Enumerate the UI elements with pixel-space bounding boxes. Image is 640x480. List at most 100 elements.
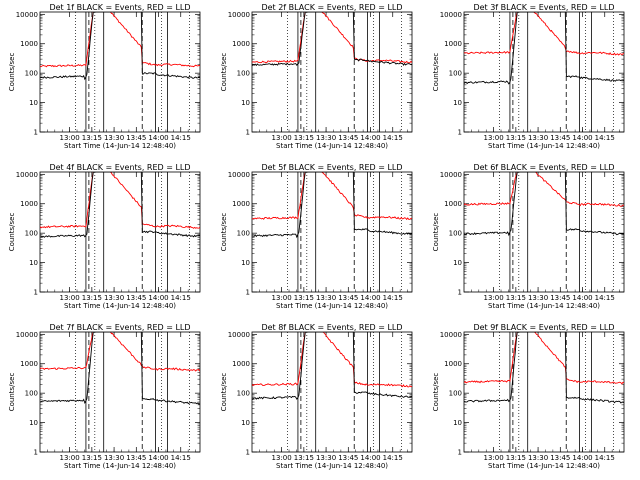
panel-5: Det 5f BLACK = Events, RED = LLD 1 10 100 10… bbox=[220, 163, 413, 310]
x-tick-label: 13:15 bbox=[506, 134, 526, 142]
y-axis-label: Counts/sec bbox=[432, 373, 440, 412]
y-tick-label: 1 bbox=[246, 449, 250, 457]
x-axis-label: Start Time (14-Jun-14 12:48:40) bbox=[488, 302, 600, 310]
x-tick-label: 13:15 bbox=[294, 134, 314, 142]
y-tick-label: 1 bbox=[458, 289, 462, 297]
x-tick-label: 13:15 bbox=[82, 134, 102, 142]
axes-frame bbox=[463, 11, 625, 133]
x-tick-label: 13:30 bbox=[528, 294, 548, 302]
y-axis-label: Counts/sec bbox=[432, 53, 440, 92]
x-tick-label: 13:45 bbox=[338, 294, 358, 302]
y-tick-label: 100 bbox=[237, 70, 250, 78]
x-tick-label: 13:45 bbox=[126, 134, 146, 142]
x-tick-label: 13:00 bbox=[272, 454, 292, 462]
y-tick-label: 1000 bbox=[232, 200, 250, 208]
x-tick-label: 13:00 bbox=[60, 134, 80, 142]
y-tick-label: 10000 bbox=[16, 11, 38, 19]
series-lld bbox=[252, 332, 412, 388]
series-events bbox=[464, 12, 624, 85]
x-tick-label: 13:30 bbox=[104, 454, 124, 462]
y-axis-label: Counts/sec bbox=[8, 213, 16, 252]
y-tick-label: 1000 bbox=[444, 360, 462, 368]
x-tick-label: 13:00 bbox=[272, 134, 292, 142]
series-lld bbox=[40, 172, 200, 229]
y-tick-label: 10 bbox=[29, 259, 38, 267]
x-tick-label: 13:15 bbox=[506, 294, 526, 302]
series-lld bbox=[464, 12, 624, 56]
x-axis-label: Start Time (14-Jun-14 12:48:40) bbox=[64, 302, 176, 310]
x-tick-label: 14:00 bbox=[148, 454, 168, 462]
x-tick-label: 14:15 bbox=[383, 134, 403, 142]
series-lld bbox=[40, 12, 200, 68]
panel-title: Det 8f BLACK = Events, RED = LLD bbox=[261, 323, 402, 332]
panel-title: Det 7f BLACK = Events, RED = LLD bbox=[49, 323, 190, 332]
x-tick-label: 13:45 bbox=[338, 134, 358, 142]
panel-title: Det 3f BLACK = Events, RED = LLD bbox=[473, 3, 614, 12]
panel-7: Det 7f BLACK = Events, RED = LLD 1 10 100 10… bbox=[8, 323, 201, 470]
panel-title: Det 9f BLACK = Events, RED = LLD bbox=[473, 323, 614, 332]
x-tick-label: 13:45 bbox=[550, 134, 570, 142]
y-tick-label: 1000 bbox=[444, 40, 462, 48]
axes-frame bbox=[251, 11, 413, 133]
panel-3: Det 3f BLACK = Events, RED = LLD 1 10 100 10… bbox=[432, 3, 625, 150]
x-tick-label: 13:45 bbox=[126, 454, 146, 462]
panel-8: Det 8f BLACK = Events, RED = LLD 1 10 100 10… bbox=[220, 323, 413, 470]
series-lld bbox=[40, 332, 200, 372]
panel-title: Det 4f BLACK = Events, RED = LLD bbox=[49, 163, 190, 172]
y-axis-label: Counts/sec bbox=[8, 373, 16, 412]
series-lld bbox=[252, 12, 412, 64]
axes-frame bbox=[463, 331, 625, 453]
y-tick-label: 1000 bbox=[20, 360, 38, 368]
panel-1: Det 1f BLACK = Events, RED = LLD 1 10 100 10… bbox=[8, 3, 201, 150]
x-tick-label: 14:15 bbox=[383, 294, 403, 302]
x-tick-label: 13:30 bbox=[528, 134, 548, 142]
x-tick-label: 13:00 bbox=[484, 454, 504, 462]
y-tick-label: 10 bbox=[453, 259, 462, 267]
y-tick-label: 1 bbox=[458, 129, 462, 137]
x-tick-label: 14:00 bbox=[572, 134, 592, 142]
y-axis-label: Counts/sec bbox=[432, 213, 440, 252]
axes-frame bbox=[251, 331, 413, 453]
x-axis-label: Start Time (14-Jun-14 12:48:40) bbox=[488, 142, 600, 150]
y-tick-label: 100 bbox=[25, 230, 38, 238]
y-tick-label: 10 bbox=[241, 419, 250, 427]
y-tick-label: 100 bbox=[25, 390, 38, 398]
x-axis-label: Start Time (14-Jun-14 12:48:40) bbox=[276, 142, 388, 150]
y-tick-label: 100 bbox=[237, 230, 250, 238]
y-tick-label: 10000 bbox=[440, 11, 462, 19]
series-events bbox=[252, 332, 412, 400]
panel-6: Det 6f BLACK = Events, RED = LLD 1 10 100 10… bbox=[432, 163, 625, 310]
panel-4: Det 4f BLACK = Events, RED = LLD 1 10 100 10… bbox=[8, 163, 201, 310]
y-tick-label: 10000 bbox=[228, 171, 250, 179]
x-tick-label: 13:15 bbox=[82, 454, 102, 462]
x-tick-label: 13:30 bbox=[104, 134, 124, 142]
y-tick-label: 1000 bbox=[20, 40, 38, 48]
x-tick-label: 13:45 bbox=[550, 454, 570, 462]
panel-title: Det 6f BLACK = Events, RED = LLD bbox=[473, 163, 614, 172]
series-lld bbox=[464, 172, 624, 207]
x-tick-label: 14:00 bbox=[360, 454, 380, 462]
x-tick-label: 14:00 bbox=[360, 134, 380, 142]
y-tick-label: 1000 bbox=[20, 200, 38, 208]
y-tick-label: 100 bbox=[25, 70, 38, 78]
y-tick-label: 1 bbox=[246, 289, 250, 297]
x-tick-label: 13:45 bbox=[126, 294, 146, 302]
y-tick-label: 10 bbox=[453, 419, 462, 427]
x-tick-label: 13:15 bbox=[82, 294, 102, 302]
panel-title: Det 5f BLACK = Events, RED = LLD bbox=[261, 163, 402, 172]
y-tick-label: 1 bbox=[34, 449, 38, 457]
x-axis-label: Start Time (14-Jun-14 12:48:40) bbox=[488, 462, 600, 470]
series-lld bbox=[252, 172, 412, 221]
x-tick-label: 14:00 bbox=[360, 294, 380, 302]
x-tick-label: 14:15 bbox=[383, 454, 403, 462]
x-axis-label: Start Time (14-Jun-14 12:48:40) bbox=[276, 462, 388, 470]
y-tick-label: 10 bbox=[241, 99, 250, 107]
x-tick-label: 13:00 bbox=[484, 134, 504, 142]
series-events bbox=[464, 172, 624, 237]
axes-frame bbox=[39, 11, 201, 133]
x-tick-label: 13:15 bbox=[294, 454, 314, 462]
x-tick-label: 13:00 bbox=[272, 294, 292, 302]
x-tick-label: 14:15 bbox=[595, 294, 615, 302]
x-tick-label: 13:00 bbox=[484, 294, 504, 302]
x-tick-label: 13:30 bbox=[104, 294, 124, 302]
